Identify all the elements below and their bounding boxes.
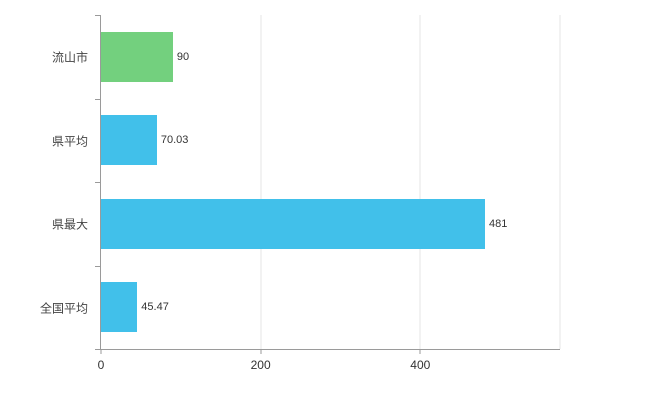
- y-axis-label: 県平均: [51, 134, 88, 149]
- bar-value-label: 45.47: [141, 301, 169, 314]
- x-axis-tick: [260, 349, 262, 354]
- x-axis-tick: [419, 349, 421, 354]
- y-axis-label: 流山市: [51, 50, 88, 65]
- y-axis-tick: [95, 182, 100, 183]
- bar-row: 481: [101, 182, 560, 266]
- y-axis-labels: 流山市県平均県最大全国平均: [0, 15, 94, 350]
- gridline: [260, 15, 262, 349]
- plot-area: 0 200 400 90 70.03 481 45.47: [95, 15, 561, 372]
- x-axis-tick-label: 0: [97, 358, 105, 372]
- x-axis-tick-label: 400: [410, 358, 431, 372]
- bar-row: 45.47: [101, 266, 560, 350]
- bar-row: 90: [101, 15, 560, 99]
- bar-流山市: [101, 31, 173, 82]
- bar-value-label: 70.03: [160, 134, 189, 147]
- bar-value-label: 90: [176, 50, 190, 63]
- x-axis-tick: [100, 349, 102, 354]
- y-axis-label: 県最大: [51, 217, 88, 232]
- bar-row: 70.03: [101, 99, 560, 183]
- y-axis-label: 全国平均: [39, 301, 88, 316]
- bar-県平均: [101, 115, 157, 166]
- bar-全国平均: [101, 282, 138, 333]
- bar-value-label: 481: [488, 217, 508, 230]
- gridline: [419, 15, 421, 349]
- y-axis-tick: [95, 349, 100, 350]
- x-axis-tick-label: 200: [250, 358, 271, 372]
- y-axis-tick: [95, 15, 100, 16]
- y-axis-tick: [95, 265, 100, 267]
- y-axis-tick: [95, 98, 100, 100]
- bar-県最大: [101, 198, 485, 249]
- plot-right-border: [559, 15, 561, 349]
